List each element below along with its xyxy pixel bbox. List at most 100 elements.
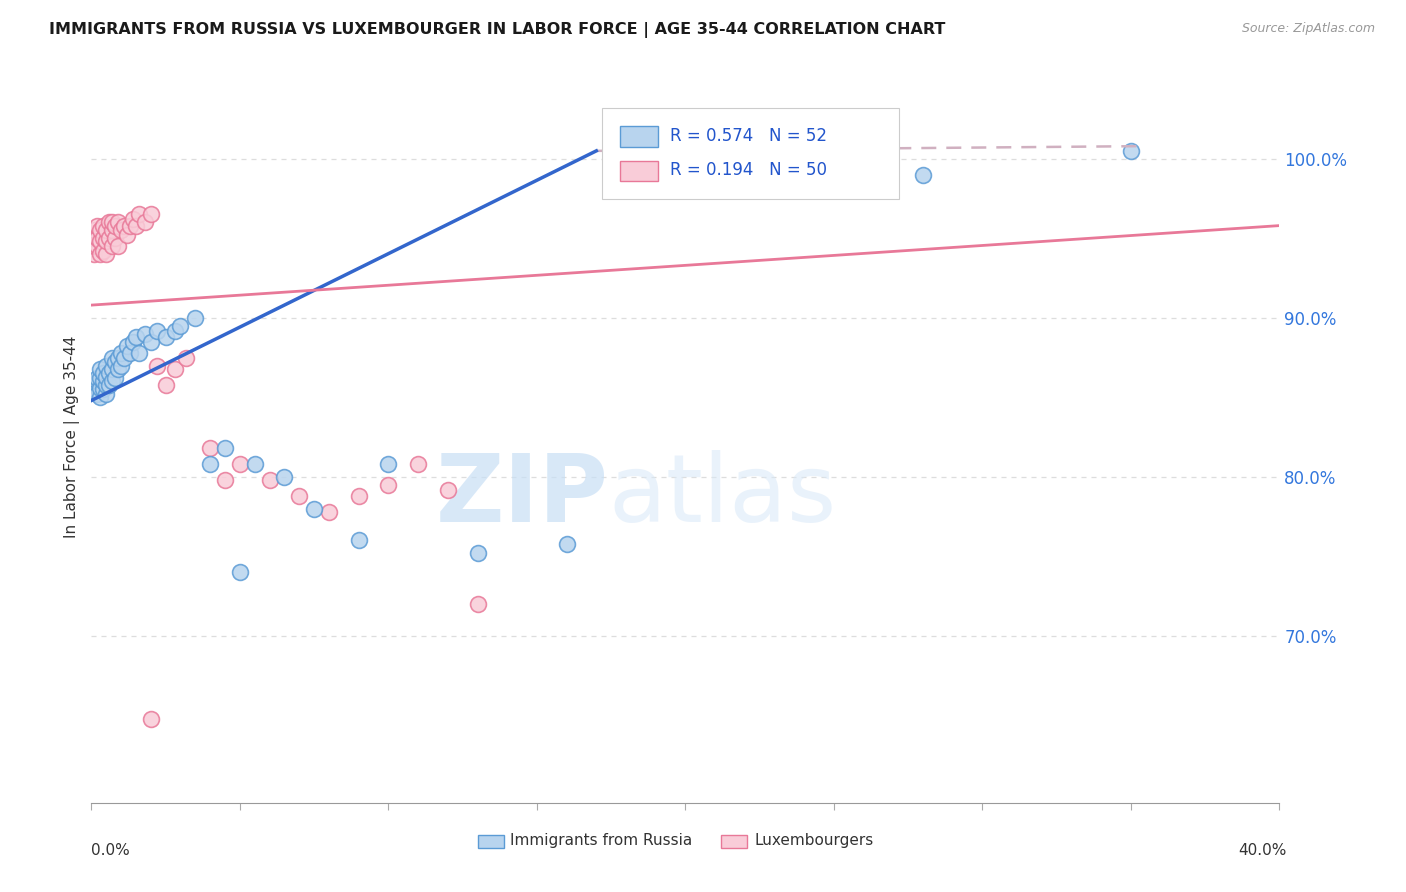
Point bbox=[89, 371, 111, 385]
Point bbox=[347, 489, 370, 503]
Point bbox=[86, 371, 108, 385]
Point bbox=[83, 247, 105, 261]
Bar bbox=[478, 835, 503, 848]
Point bbox=[83, 239, 105, 253]
Point bbox=[83, 231, 105, 245]
Point bbox=[377, 477, 399, 491]
Point bbox=[104, 219, 127, 233]
Point bbox=[96, 369, 118, 384]
Point bbox=[139, 712, 162, 726]
Point bbox=[112, 351, 135, 365]
Point bbox=[91, 383, 114, 397]
Point bbox=[86, 387, 108, 401]
Point bbox=[118, 346, 141, 360]
Point bbox=[155, 377, 177, 392]
Point bbox=[91, 219, 114, 233]
Point bbox=[89, 235, 111, 249]
Point bbox=[83, 223, 105, 237]
Text: R = 0.194   N = 50: R = 0.194 N = 50 bbox=[671, 161, 827, 179]
Point bbox=[83, 383, 105, 397]
Point bbox=[214, 441, 236, 455]
Point bbox=[107, 239, 129, 253]
Point bbox=[347, 533, 370, 548]
Point bbox=[112, 219, 135, 233]
Text: R = 0.574   N = 52: R = 0.574 N = 52 bbox=[671, 127, 827, 145]
Point bbox=[104, 231, 127, 245]
Point bbox=[101, 351, 124, 365]
Point bbox=[259, 473, 281, 487]
Bar bbox=[620, 127, 658, 146]
Point bbox=[467, 597, 489, 611]
Point bbox=[89, 223, 111, 237]
Point bbox=[200, 441, 222, 455]
Point bbox=[134, 215, 156, 229]
Point bbox=[101, 361, 124, 376]
Point bbox=[107, 361, 129, 376]
Text: Source: ZipAtlas.com: Source: ZipAtlas.com bbox=[1241, 22, 1375, 36]
Point bbox=[436, 483, 458, 497]
Point bbox=[101, 223, 124, 237]
Text: atlas: atlas bbox=[609, 450, 837, 541]
Y-axis label: In Labor Force | Age 35-44: In Labor Force | Age 35-44 bbox=[65, 336, 80, 538]
Point bbox=[163, 324, 186, 338]
Point bbox=[1119, 144, 1142, 158]
Point bbox=[98, 367, 121, 381]
Point bbox=[86, 375, 108, 389]
Point bbox=[163, 361, 186, 376]
Point bbox=[169, 318, 191, 333]
Point bbox=[122, 334, 145, 349]
Point bbox=[98, 231, 121, 245]
Point bbox=[96, 377, 118, 392]
Point bbox=[200, 457, 222, 471]
Point bbox=[377, 457, 399, 471]
Point bbox=[125, 219, 148, 233]
Point bbox=[155, 330, 177, 344]
Point bbox=[139, 207, 162, 221]
Point bbox=[229, 566, 252, 580]
Point bbox=[139, 334, 162, 349]
Point bbox=[406, 457, 429, 471]
Text: Luxembourgers: Luxembourgers bbox=[755, 833, 873, 848]
Point bbox=[115, 228, 138, 243]
Point bbox=[128, 207, 150, 221]
Point bbox=[86, 219, 108, 233]
Point bbox=[214, 473, 236, 487]
Point bbox=[145, 359, 167, 373]
Point bbox=[122, 212, 145, 227]
Point bbox=[98, 215, 121, 229]
Point bbox=[96, 387, 118, 401]
Point bbox=[125, 330, 148, 344]
Text: 40.0%: 40.0% bbox=[1239, 843, 1286, 858]
Point bbox=[134, 326, 156, 341]
Point bbox=[91, 244, 114, 258]
Point bbox=[101, 215, 124, 229]
Point bbox=[91, 367, 114, 381]
Point bbox=[911, 168, 934, 182]
Point bbox=[101, 375, 124, 389]
Point bbox=[101, 239, 124, 253]
Point bbox=[107, 351, 129, 365]
Point bbox=[83, 377, 105, 392]
Text: Immigrants from Russia: Immigrants from Russia bbox=[509, 833, 692, 848]
Bar bbox=[721, 835, 747, 848]
Point bbox=[118, 219, 141, 233]
Point bbox=[96, 235, 118, 249]
Point bbox=[115, 339, 138, 353]
Text: 0.0%: 0.0% bbox=[91, 843, 131, 858]
Point bbox=[107, 215, 129, 229]
Point bbox=[89, 247, 111, 261]
Bar bbox=[620, 161, 658, 181]
Point bbox=[110, 359, 132, 373]
Point bbox=[467, 546, 489, 560]
Point bbox=[145, 324, 167, 338]
Text: IMMIGRANTS FROM RUSSIA VS LUXEMBOURGER IN LABOR FORCE | AGE 35-44 CORRELATION CH: IMMIGRANTS FROM RUSSIA VS LUXEMBOURGER I… bbox=[49, 22, 946, 38]
Point bbox=[288, 489, 311, 503]
Point bbox=[243, 457, 266, 471]
Point bbox=[110, 223, 132, 237]
Point bbox=[91, 231, 114, 245]
Point bbox=[91, 375, 114, 389]
Point bbox=[98, 377, 121, 392]
Point bbox=[104, 371, 127, 385]
Point bbox=[96, 223, 118, 237]
Point bbox=[184, 310, 207, 325]
